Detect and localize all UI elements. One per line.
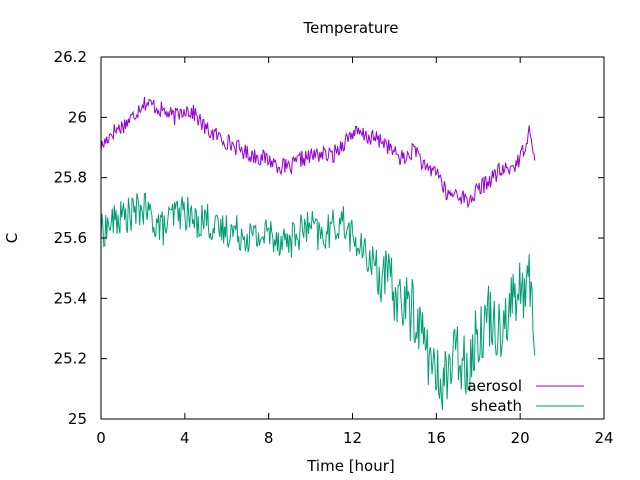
- y-tick-label: 25.8: [54, 169, 87, 187]
- x-tick-label: 20: [511, 429, 530, 447]
- x-axis-label: Time [hour]: [306, 457, 395, 475]
- series-line-sheath: [100, 192, 536, 410]
- y-tick-label: 25.4: [54, 289, 87, 307]
- plot-frame: [100, 56, 605, 420]
- x-tick-label: 4: [180, 429, 190, 447]
- y-tick-label: 25: [68, 410, 87, 428]
- legend: aerosol sheath: [467, 377, 584, 415]
- y-tick-label: 26: [68, 108, 87, 126]
- x-tick-label: 0: [96, 429, 106, 447]
- y-tick-label: 25.6: [54, 229, 87, 247]
- series-line-aerosol: [100, 96, 536, 209]
- legend-label-sheath: sheath: [471, 397, 522, 415]
- legend-label-aerosol: aerosol: [467, 377, 522, 395]
- y-axis-label: C: [3, 233, 21, 243]
- y-tick-label: 26.2: [54, 48, 87, 66]
- y-tick-label: 25.2: [54, 350, 87, 368]
- x-tick-label: 12: [343, 429, 362, 447]
- x-tick-label: 24: [594, 429, 613, 447]
- x-tick-label: 16: [427, 429, 446, 447]
- x-tick-label: 8: [264, 429, 274, 447]
- chart-title: Temperature: [302, 19, 398, 37]
